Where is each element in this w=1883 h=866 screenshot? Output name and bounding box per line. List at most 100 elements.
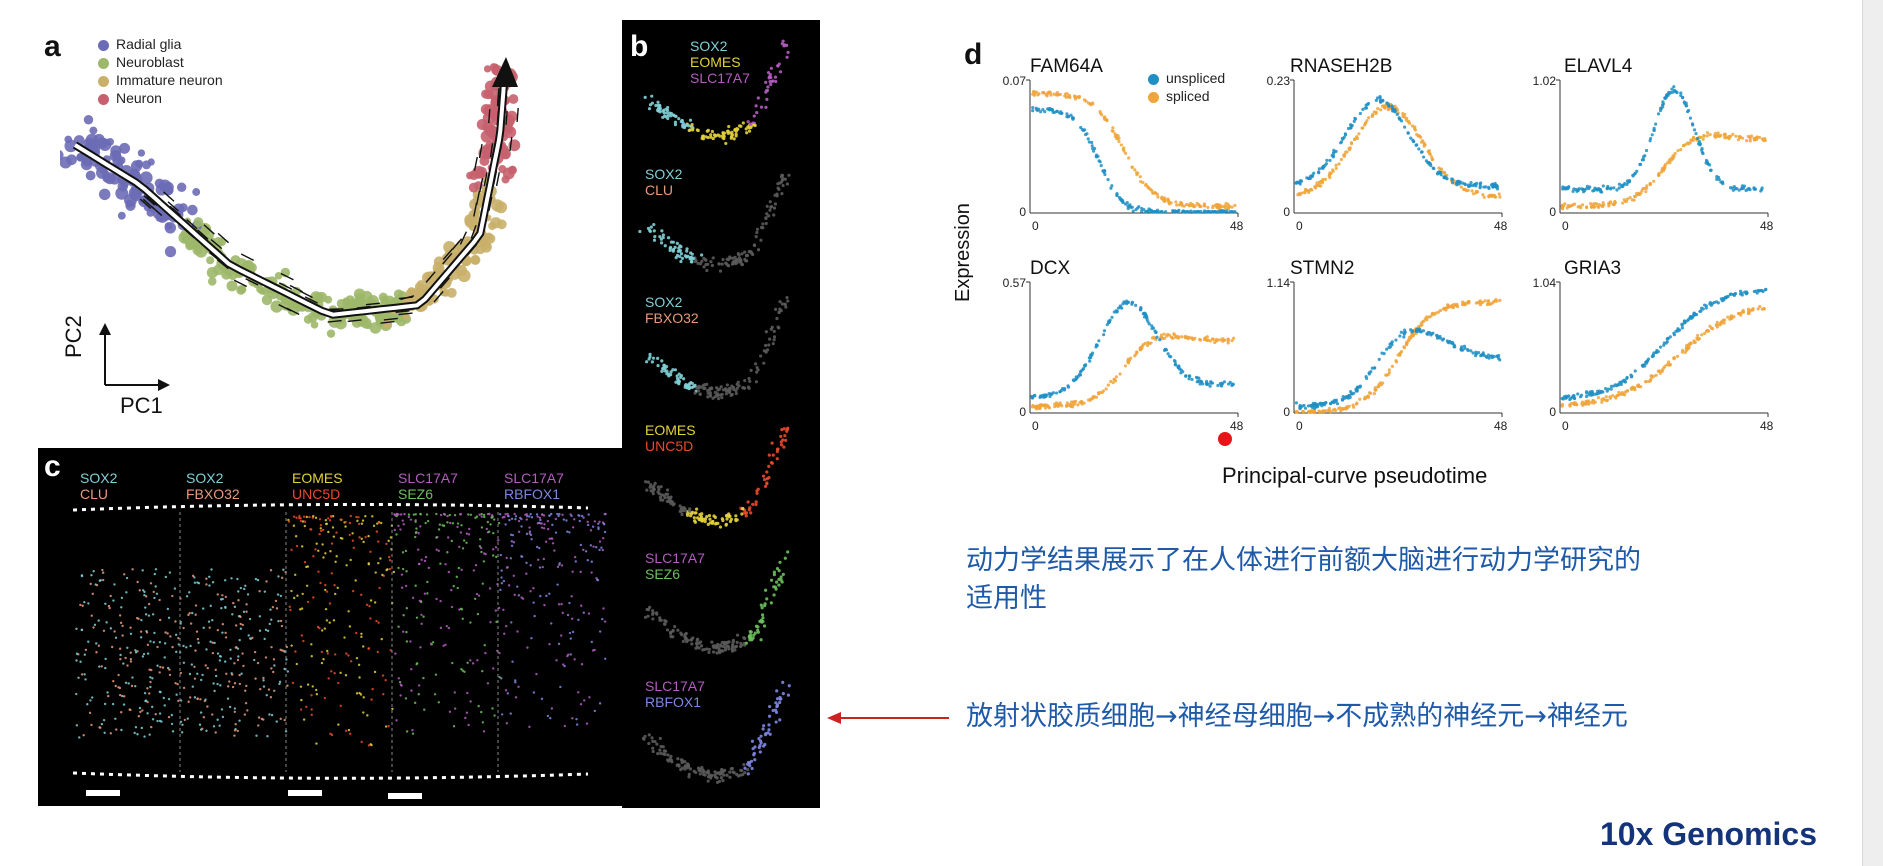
chart-point (1030, 396, 1034, 400)
panel-b-cell-point (756, 368, 760, 372)
panel-b-cell-point (781, 572, 785, 576)
chart-point (1600, 190, 1604, 194)
panel-b-cell-point (651, 746, 655, 750)
chart-point (1704, 304, 1708, 308)
chart-point (1090, 144, 1094, 148)
panel-b-cell-point (740, 263, 745, 267)
chart-point (1331, 408, 1335, 412)
panel-b-cell-point (673, 624, 677, 629)
panel-b-cell-point (785, 295, 789, 300)
panel-b-cell-point (708, 517, 712, 521)
chart-point (1299, 191, 1303, 195)
panel-b-cell-point (710, 129, 715, 134)
chart-point (1438, 308, 1443, 313)
chart-point (1694, 131, 1698, 136)
chart-point (1138, 175, 1142, 179)
chart-point (1473, 182, 1477, 187)
chart-point (1630, 198, 1635, 202)
panel-b-cell-point (646, 226, 651, 231)
chart-point (1308, 404, 1312, 408)
velocity-arrow (139, 198, 152, 209)
panel-b-cell-point (698, 767, 702, 771)
panel-b-cell-point (724, 392, 728, 396)
chart-point (1332, 150, 1336, 154)
panel-b-cell-point (680, 766, 685, 770)
panel-b-cell-point (667, 498, 671, 502)
chart-point (1321, 165, 1326, 169)
panel-b-cell-point (684, 631, 688, 636)
chart-point (1644, 186, 1649, 190)
panel-b-cell-point (714, 386, 719, 390)
panel-b-cell-point (668, 496, 673, 500)
panel-b-cell-point (712, 645, 716, 649)
panel-b-cell-point (748, 629, 752, 634)
panel-b-cell-point (778, 700, 782, 705)
panel-b-cell-point (672, 113, 676, 117)
panel-b-cell-point (763, 484, 768, 489)
chart-point (1193, 336, 1197, 340)
panel-b-cell-point (769, 601, 773, 605)
chart-point (1466, 347, 1470, 352)
chart-point (1106, 178, 1110, 182)
chart-point (1464, 189, 1469, 193)
chart-point (1187, 204, 1192, 208)
panel-b-cell-point (768, 732, 772, 736)
chart-point (1346, 126, 1351, 131)
chart-point (1430, 155, 1434, 159)
principal-curve-arrowhead (492, 57, 518, 87)
panel-b-cell-point (685, 640, 689, 644)
pca-cell-point (480, 130, 493, 143)
panel-b-cell-point (767, 728, 771, 732)
panel-b-cell-point (674, 255, 678, 260)
chart-point (1741, 308, 1745, 313)
panel-b-cell-point (671, 248, 675, 252)
panel-b-cell-point (657, 492, 662, 496)
chart-xtick-min-label: 0 (1562, 419, 1569, 433)
panel-b-cell-point (679, 631, 683, 635)
chart-point (1676, 149, 1680, 153)
panel-b-cell-point (645, 360, 649, 364)
chart-series-spliced (1030, 332, 1236, 411)
panel-b-cell-point (677, 117, 681, 121)
chart-point (1566, 186, 1570, 190)
pca-cell-point (256, 285, 264, 294)
panel-b-cell-point (706, 770, 710, 774)
panel-b-cell-point (698, 262, 703, 266)
chart-point (1478, 182, 1482, 186)
panel-b-cell-point (683, 760, 687, 764)
panel-b-cell-point (709, 387, 714, 391)
chart-point (1186, 336, 1191, 340)
panel-b-cell-point (713, 134, 717, 138)
chart-point (1141, 343, 1145, 347)
chart-point (1576, 188, 1580, 193)
chart-point (1136, 171, 1140, 175)
panel-b-cell-point (748, 379, 752, 383)
panel-b-cell-point (737, 384, 741, 388)
panel-b-cell-point (770, 325, 774, 329)
chart-point (1037, 107, 1041, 111)
panel-b-cell-point (712, 650, 716, 654)
pca-cell-point (336, 298, 346, 309)
chart-point (1307, 410, 1311, 414)
chart-point (1102, 329, 1107, 333)
chart-point (1561, 204, 1566, 208)
panel-b-cell-point (666, 495, 670, 500)
panel-b-cell-point (746, 120, 750, 124)
panel-b-cell-point (765, 212, 769, 216)
panel-b-cell-point (775, 457, 779, 461)
chart-point (1208, 339, 1212, 343)
chart-point (1751, 307, 1755, 311)
chart-point (1700, 333, 1704, 337)
panel-b-cell-point (777, 583, 781, 587)
chart-point (1443, 307, 1447, 311)
chart-point (1745, 139, 1749, 143)
panel-b-cell-point (749, 368, 753, 372)
chart-point (1474, 301, 1479, 305)
chart-point (1172, 358, 1177, 363)
chart-point (1380, 351, 1384, 355)
chart-point (1705, 134, 1709, 138)
pca-cell-point (432, 261, 445, 274)
chart-point (1586, 399, 1591, 403)
panel-b-cell-point (661, 233, 665, 237)
